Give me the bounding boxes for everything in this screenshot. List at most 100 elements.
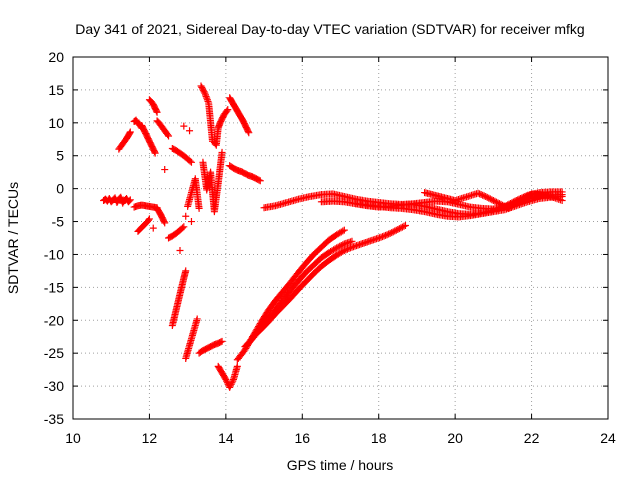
data-point [218,337,226,345]
data-point [144,216,152,224]
y-axis-tick-labels: -35 -30 -25 -20 -15 -10 -5 0 5 10 15 20 [44,49,64,427]
data-point [256,177,264,185]
data-point [398,223,406,231]
data-point [401,221,409,229]
data-point [187,158,195,166]
data-point [485,194,493,202]
y-tick-label: 10 [48,115,64,131]
data-point [489,196,497,204]
data-point [126,129,134,137]
data-point [339,241,347,249]
data-point [558,196,566,204]
data-point [224,106,232,114]
series-band-tail [421,189,566,212]
data-point [346,244,354,252]
data-point [161,166,169,174]
data-point [389,228,397,236]
data-point [340,226,348,234]
y-axis-label: SDTVAR / TECUs [5,182,21,294]
data-points [100,82,566,391]
data-point [477,191,485,199]
data-point [488,196,496,204]
data-point [339,247,347,255]
data-point [125,197,133,205]
y-tick-label: -10 [44,246,64,262]
x-tick-label: 18 [371,430,387,446]
data-point [391,227,399,235]
data-point [491,197,499,205]
data-point [187,218,195,226]
data-point [499,201,507,209]
data-point [340,247,348,255]
data-point [386,229,394,237]
data-point [483,193,491,201]
data-point [180,223,188,231]
data-point [203,94,211,102]
data-point [218,148,226,156]
data-point [202,92,210,100]
data-point [400,222,408,230]
data-point [151,148,159,156]
series-arc-k [168,267,190,330]
data-point [165,132,173,140]
data-point [345,245,353,253]
x-tick-label: 16 [294,430,310,446]
data-point [397,224,405,232]
data-point [244,127,252,135]
y-tick-label: -20 [44,312,64,328]
data-point [226,383,234,391]
series-start-cluster [100,193,134,207]
data-point [526,191,534,199]
data-point [200,88,208,96]
data-point [203,96,211,104]
data-point [494,199,502,207]
series-scatter-mid [149,82,226,255]
data-point [195,204,203,212]
y-tick-label: 0 [56,181,64,197]
data-point [217,338,225,346]
data-point [193,315,201,323]
data-point [152,107,160,115]
series-arc-l [182,315,201,362]
data-point [151,149,159,157]
series-arc-m [195,337,226,357]
data-point [164,131,172,139]
data-point [145,215,153,223]
data-point [228,379,236,387]
data-point [182,267,190,275]
data-point [379,233,387,241]
data-point [339,227,347,235]
data-point [382,231,390,239]
data-point [226,382,234,390]
data-point [255,176,263,184]
data-point [222,376,230,384]
series-descent-upper [214,362,241,391]
data-point [474,189,482,197]
series-arc-i [168,144,195,166]
data-point [179,224,187,232]
data-point [500,202,508,210]
data-point [337,242,345,250]
x-tick-label: 24 [600,430,616,446]
data-point [342,246,350,254]
data-point [334,243,342,251]
x-tick-label: 22 [524,430,540,446]
data-point [149,224,157,232]
data-point [233,362,241,370]
data-point [497,200,505,208]
series-arc-d [138,121,159,157]
x-tick-label: 10 [65,430,81,446]
y-tick-label: 5 [56,148,64,164]
y-tick-label: -25 [44,345,64,361]
data-point [186,127,194,135]
x-axis-label: GPS time / hours [287,457,394,473]
series-arc-o [226,94,253,137]
series-arc-f [153,117,173,140]
data-point [204,97,212,105]
data-point [395,225,403,233]
data-point [223,107,231,115]
data-point [394,225,402,233]
data-point [495,200,503,208]
data-point [492,198,500,206]
